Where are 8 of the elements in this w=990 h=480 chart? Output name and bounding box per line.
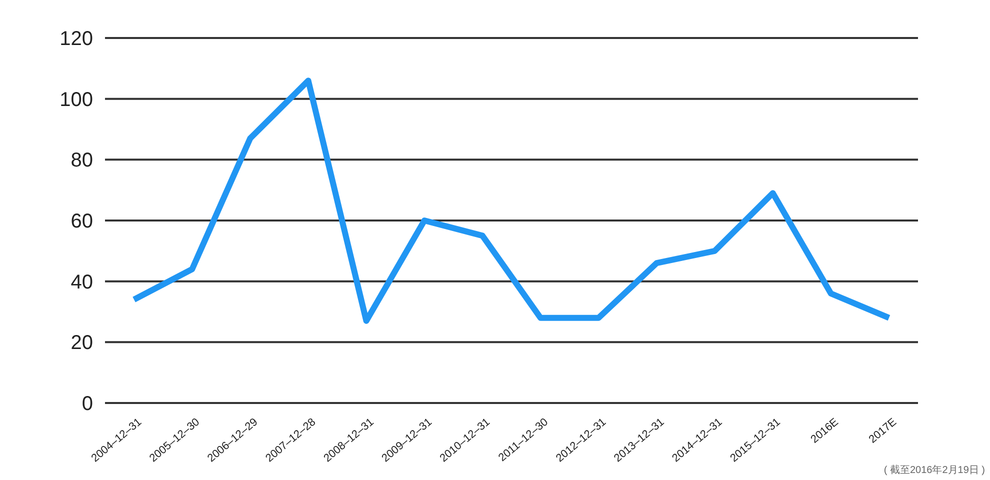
text: ( 截至2016年2月19日 ) xyxy=(884,464,985,476)
y-tick-label: 80 xyxy=(70,150,93,172)
y-tick-label: 20 xyxy=(70,332,93,354)
y-tick-label: 0 xyxy=(82,393,93,415)
y-tick-label: 120 xyxy=(60,28,93,50)
y-tick-label: 60 xyxy=(70,210,93,232)
y-tick-label: 40 xyxy=(70,271,93,294)
y-tick-label: 100 xyxy=(60,88,93,111)
